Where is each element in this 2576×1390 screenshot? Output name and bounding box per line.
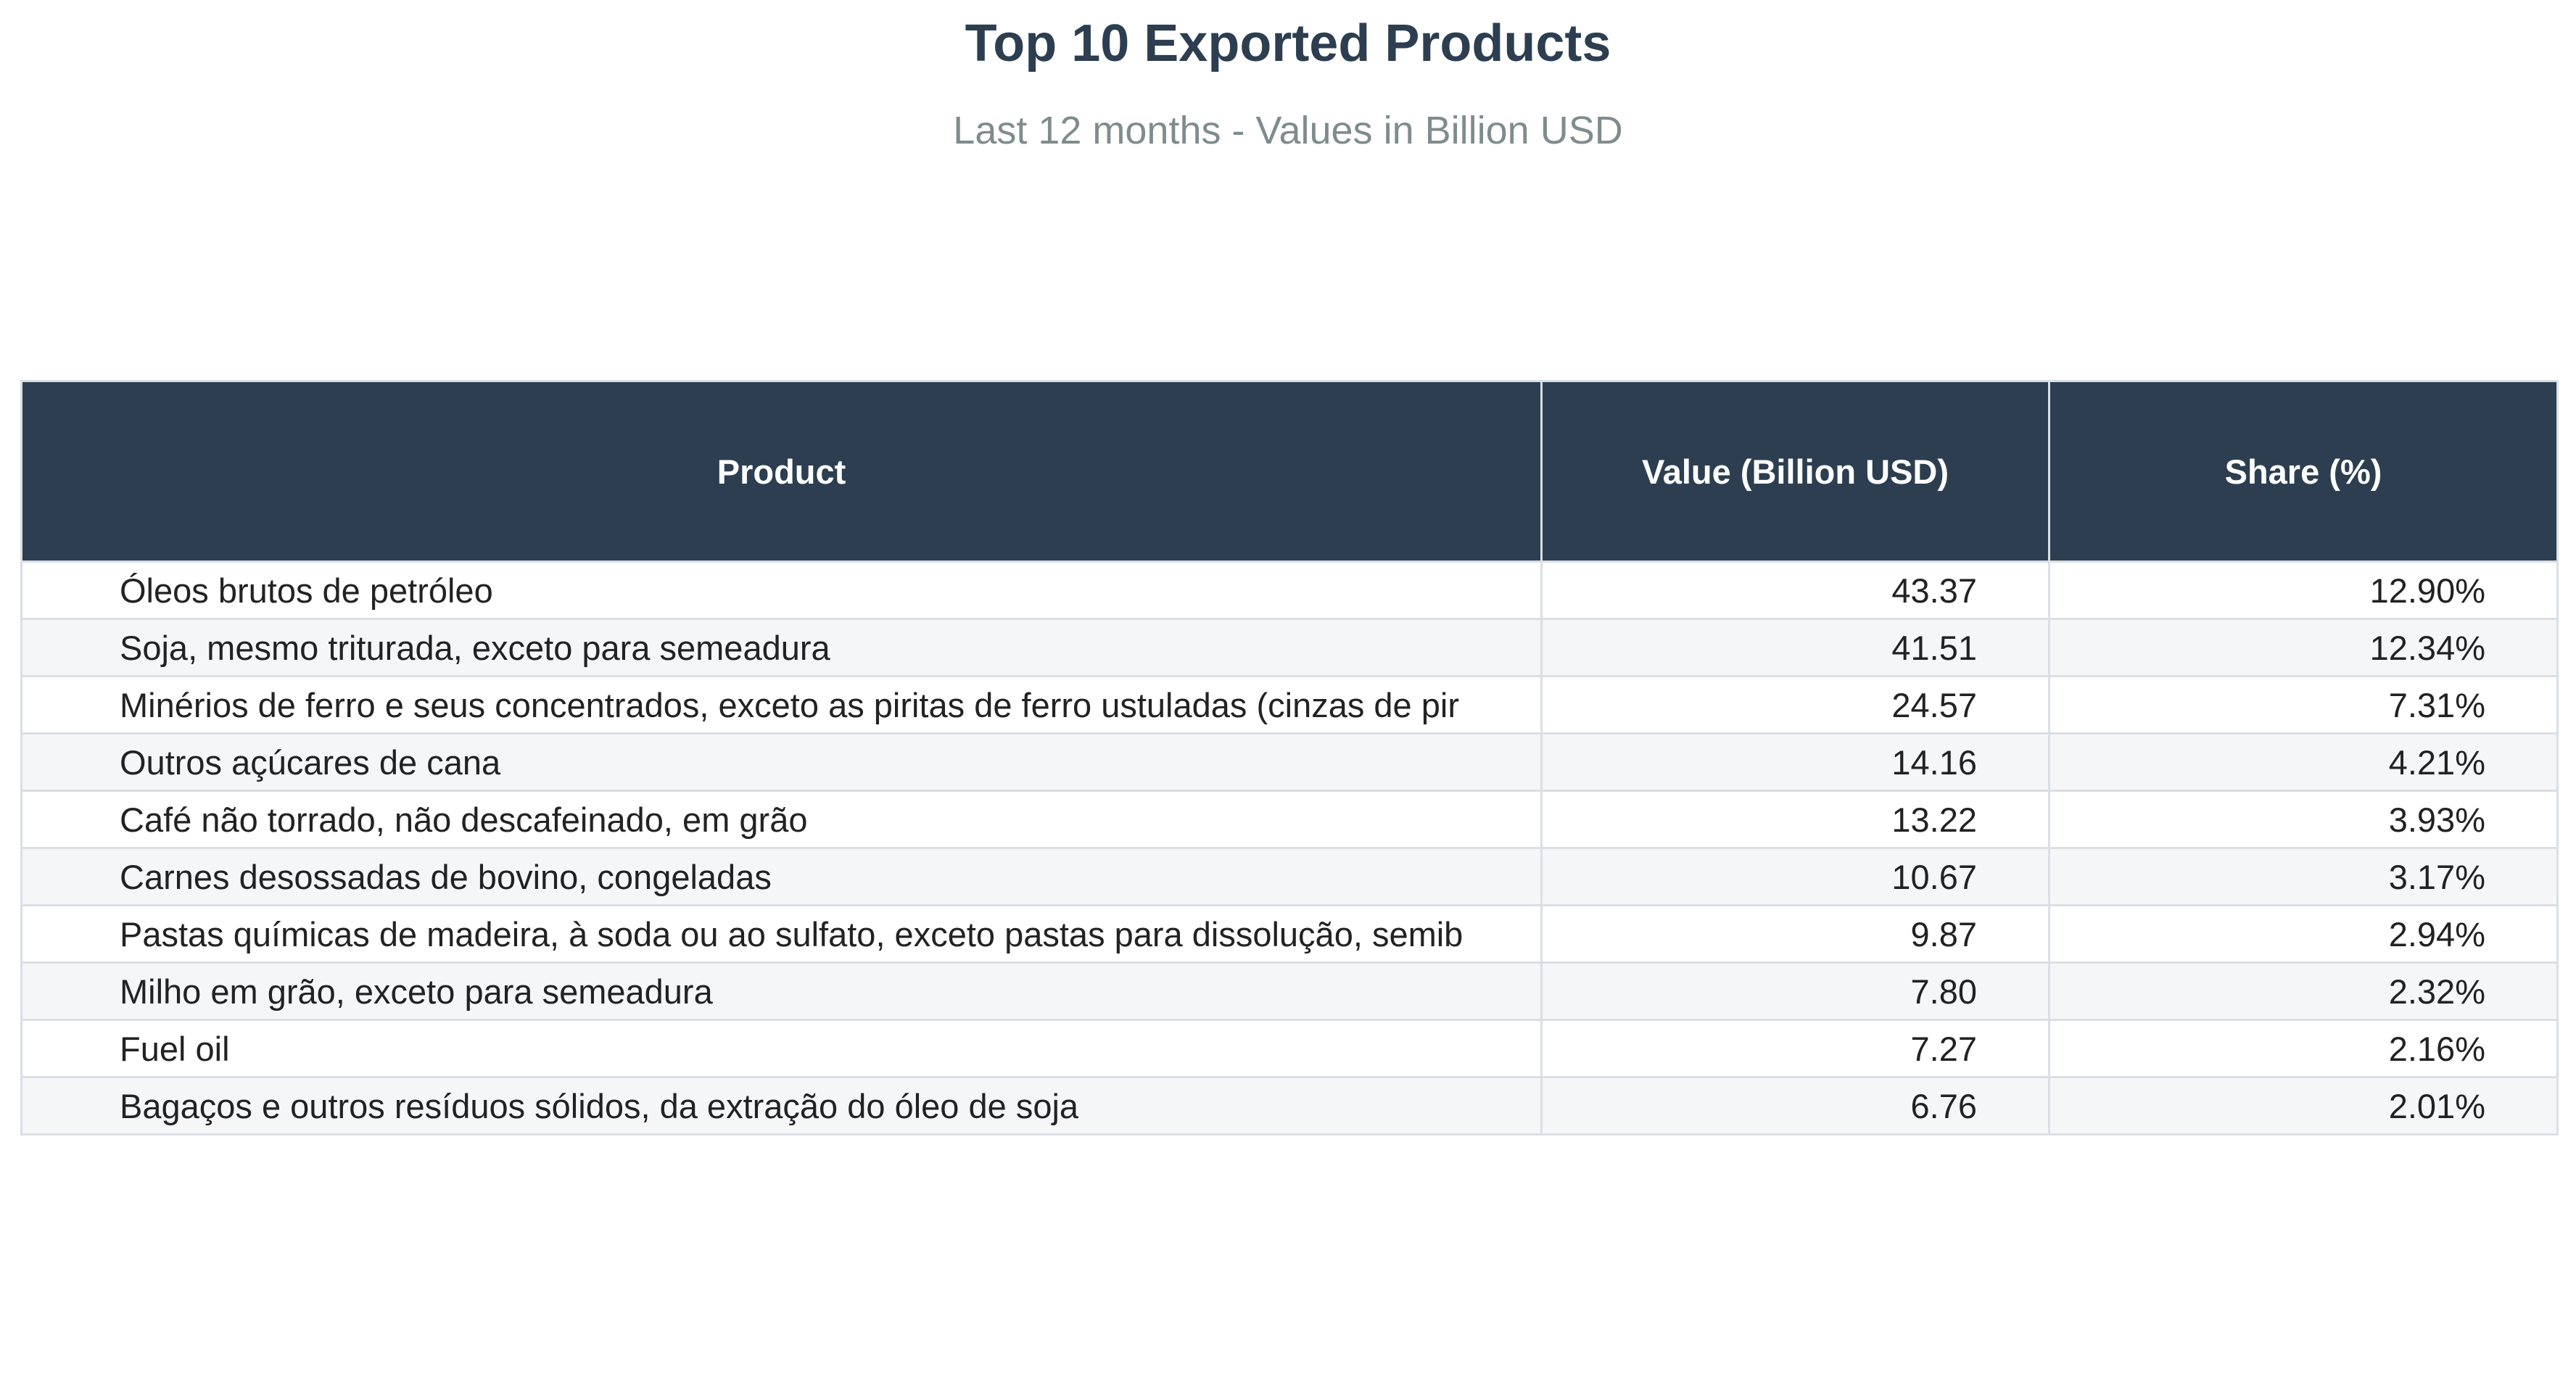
value-cell: 41.51 <box>1540 618 2050 677</box>
product-cell: Fuel oil <box>20 1019 1543 1078</box>
table-row: Pastas químicas de madeira, à soda ou ao… <box>20 904 2559 964</box>
value-cell: 7.80 <box>1540 961 2050 1021</box>
product-cell: Pastas químicas de madeira, à soda ou ao… <box>20 904 1543 964</box>
share-cell: 12.90% <box>2048 560 2559 620</box>
share-cell: 4.21% <box>2048 732 2559 792</box>
product-cell: Outros açúcares de cana <box>20 732 1543 792</box>
share-cell: 7.31% <box>2048 675 2559 735</box>
share-cell: 3.93% <box>2048 790 2559 849</box>
product-cell: Soja, mesmo triturada, exceto para semea… <box>20 618 1543 677</box>
value-cell: 14.16 <box>1540 732 2050 792</box>
share-cell: 2.94% <box>2048 904 2559 964</box>
table-row: Minérios de ferro e seus concentrados, e… <box>20 675 2559 735</box>
chart-subtitle: Last 12 months - Values in Billion USD <box>953 109 1623 152</box>
table-row: Café não torrado, não descafeinado, em g… <box>20 790 2559 849</box>
chart-title: Top 10 Exported Products <box>965 15 1611 73</box>
table-header: Product Value (Billion USD) Share (%) <box>20 380 2559 563</box>
table-row: Soja, mesmo triturada, exceto para semea… <box>20 618 2559 677</box>
table-row: Fuel oil 7.27 2.16% <box>20 1019 2559 1078</box>
table-row: Milho em grão, exceto para semeadura 7.80… <box>20 961 2559 1021</box>
table-body: Óleos brutos de petróleo 43.37 12.90% Soja,… <box>20 560 2559 1135</box>
table-row: Bagaços e outros resíduos sólidos, da ex… <box>20 1076 2559 1135</box>
product-cell: Carnes desossadas de bovino, congeladas <box>20 847 1543 906</box>
value-cell: 6.76 <box>1540 1076 2050 1135</box>
header-row: Product Value (Billion USD) Share (%) <box>20 380 2559 563</box>
exports-table: Product Value (Billion USD) Share (%) Ól… <box>20 380 2559 1135</box>
value-cell: 13.22 <box>1540 790 2050 849</box>
product-cell: Café não torrado, não descafeinado, em g… <box>20 790 1543 849</box>
share-cell: 2.32% <box>2048 961 2559 1021</box>
share-cell: 2.01% <box>2048 1076 2559 1135</box>
product-cell: Óleos brutos de petróleo <box>20 560 1543 620</box>
column-header-value: Value (Billion USD) <box>1540 380 2050 563</box>
share-cell: 2.16% <box>2048 1019 2559 1078</box>
product-cell: Minérios de ferro e seus concentrados, e… <box>20 675 1543 735</box>
product-cell: Milho em grão, exceto para semeadura <box>20 961 1543 1021</box>
value-cell: 43.37 <box>1540 560 2050 620</box>
table-row: Óleos brutos de petróleo 43.37 12.90% <box>20 560 2559 620</box>
column-header-product: Product <box>20 380 1543 563</box>
share-cell: 3.17% <box>2048 847 2559 906</box>
value-cell: 10.67 <box>1540 847 2050 906</box>
table-row: Carnes desossadas de bovino, congeladas 1… <box>20 847 2559 906</box>
product-cell: Bagaços e outros resíduos sólidos, da ex… <box>20 1076 1543 1135</box>
value-cell: 9.87 <box>1540 904 2050 964</box>
table-row: Outros açúcares de cana 14.16 4.21% <box>20 732 2559 792</box>
column-header-share: Share (%) <box>2048 380 2559 563</box>
share-cell: 12.34% <box>2048 618 2559 677</box>
value-cell: 24.57 <box>1540 675 2050 735</box>
value-cell: 7.27 <box>1540 1019 2050 1078</box>
